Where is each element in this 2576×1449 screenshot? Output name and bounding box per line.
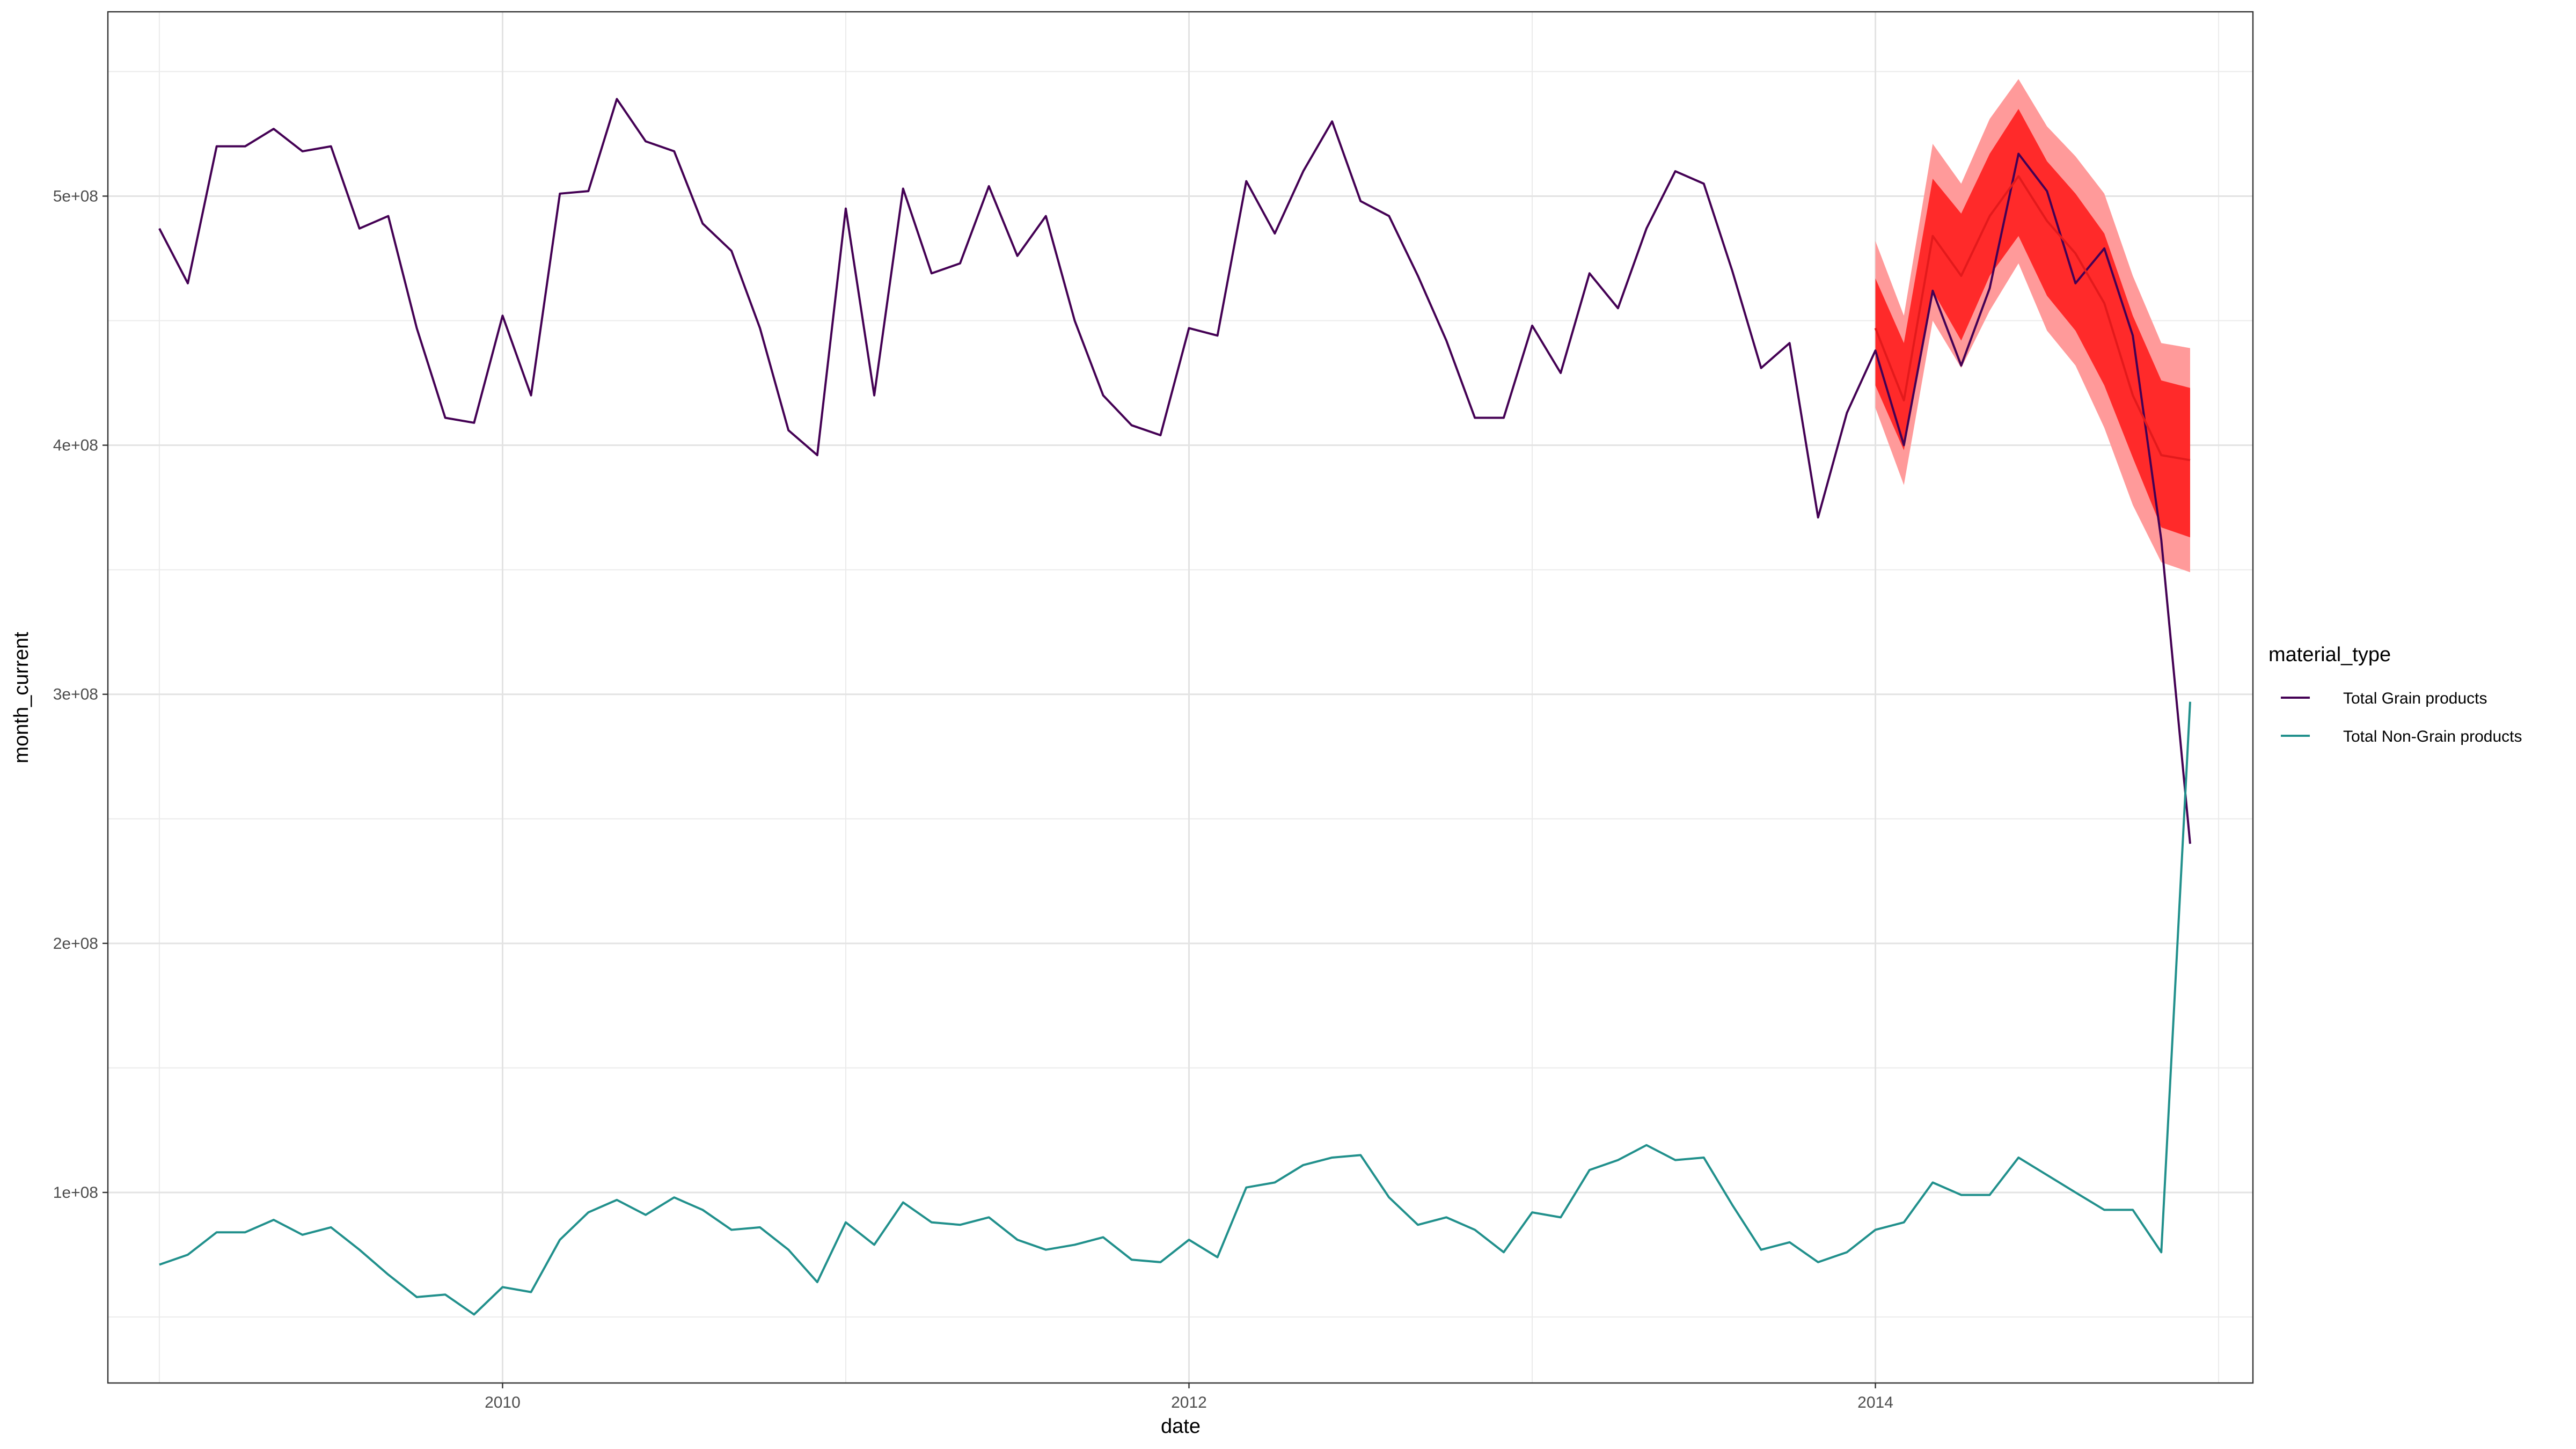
non-grain-series-line [159,701,2191,1316]
forecast-95-interval [1875,79,2190,573]
x-axis-ticks: 2010 2012 2014 [485,1383,1893,1411]
y-tick-label: 1e+08 [53,1184,98,1202]
y-tick-label: 4e+08 [53,437,98,455]
legend-label-non-grain: Total Non-Grain products [2343,728,2522,745]
y-tick-label: 3e+08 [53,686,98,704]
x-tick-label: 2010 [485,1394,521,1411]
y-tick-label: 5e+08 [53,187,98,205]
y-axis-title: month_current [10,632,33,763]
legend-title: material_type [2268,643,2391,666]
forecast-95-band [1875,79,2190,573]
x-tick-label: 2012 [1171,1394,1207,1411]
x-axis-title: date [1161,1415,1201,1438]
grain-series-line [158,98,2191,844]
x-tick-label: 2014 [1857,1394,1893,1411]
major-gridlines [108,12,2253,1383]
series-lines [158,98,2191,1316]
y-axis-ticks: 1e+08 2e+08 3e+08 4e+08 5e+08 [53,187,108,1202]
forecast-80-band [1875,109,2190,538]
legend-label-grain: Total Grain products [2343,690,2487,707]
forecast-mean-line [1874,175,2191,462]
panel-border [107,11,2254,1384]
legend: material_type Total Grain products Total… [2268,643,2522,745]
forecast-80-interval [1875,109,2190,538]
minor-gridlines [108,12,2253,1383]
y-tick-label: 2e+08 [53,935,98,953]
forecast-mean-line-group [1874,175,2191,462]
